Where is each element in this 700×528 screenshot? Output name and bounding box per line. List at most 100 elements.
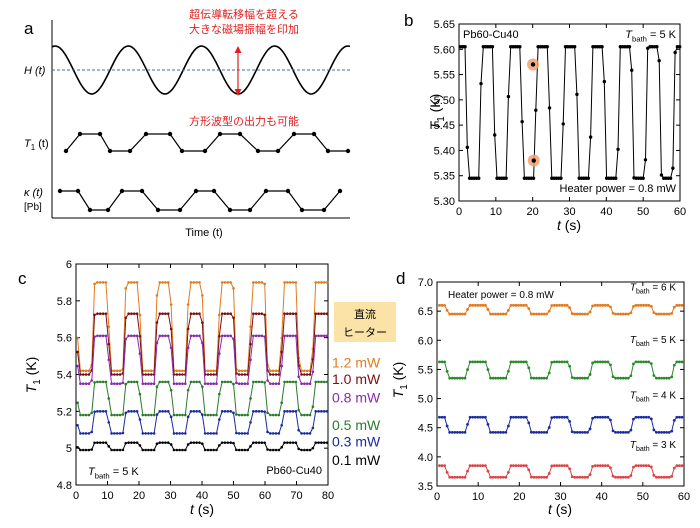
panel-d-series-2-point [489,431,492,434]
panel-c-series-0-point [198,281,201,284]
panel-c-series-4-point [93,410,96,413]
panel-d-series-3-point [675,464,678,467]
panel-c-series-4-point [317,410,320,413]
panel-a-kappa-point [264,189,268,193]
panel-c-series-4-point [235,432,238,435]
panel-c-series-2-point [195,335,198,338]
panel-b-series-point [562,122,565,125]
panel-d-series-1-point [581,377,584,380]
panel-c-series-2-point [107,358,110,361]
panel-d-series-label: Tbath = 5 K [630,335,676,348]
panel-c-series-2-point [252,335,255,338]
panel-d-series-2-point [563,416,566,419]
panel-c-series-5-point [127,441,130,444]
panel-d-series-1-point [617,377,620,380]
panel-d-series-3-point [612,475,615,478]
panel-d-series-0-point [563,304,566,307]
panel-c-series-0-point [127,281,130,284]
panel-c-series-4-point [130,410,133,413]
panel-d-series-0-point [635,304,638,307]
panel-c-series-1-point [102,312,105,315]
panel-c-series-1-point [113,373,116,376]
panel-d-series-3-point [650,465,653,468]
panel-c-series-4-point [147,432,150,435]
panel-d-series-2-point [555,416,558,419]
panel-c-series-5-point [232,442,235,445]
panel-c-series-5-point [96,441,99,444]
panel-c-series-4-point [232,412,235,415]
panel-d-series-2-point [553,416,556,419]
panel-c-series-1-point [107,343,110,346]
panel-a-T1-point [98,132,102,136]
panel-d-series-3-point [448,476,451,479]
panel-c-series-3-point [178,414,181,417]
panel-d-series-3-point [586,476,589,479]
panel-a-T1-point [108,149,112,153]
panel-d-series-1-point [548,372,551,375]
panel-d-series-2-point [601,416,604,419]
panel-d-series-1-point [484,360,487,363]
panel-c-xtick-label: 80 [322,490,334,502]
panel-d-series-1-point [550,361,553,364]
panel-c-series-3-point [210,414,213,417]
panel-c-series-1-point [263,313,266,316]
panel-c-series-0-point [212,370,215,373]
panel-d-series-0-point [658,313,661,316]
panel-c-series-4-point [141,432,144,435]
panel-c-ytick-label: 5.2 [57,406,72,418]
panel-d-series-1-point [487,368,490,371]
panel-b-heater-note: Heater power = 0.8 mW [560,183,677,195]
panel-d-series-2-point [673,419,676,422]
panel-c-series-3-point [119,414,122,417]
panel-c-series-2-point [190,335,193,338]
panel-c-series-3-point [255,381,258,384]
panel-a-T1-point [168,132,172,136]
panel-c-series-4-point [176,432,179,435]
panel-d-series-2-point [678,416,681,419]
panel-c-series-0-point [161,281,164,284]
panel-d-series-3-point [617,476,620,479]
panel-d-series-1-point [533,377,536,380]
panel-c-ytick-label: 5.4 [57,370,72,382]
panel-c-series-5-point [150,449,153,452]
panel-d-series-0-point [553,304,556,307]
panel-d-ytick-label: 4.5 [418,423,433,435]
panel-d-xtick-label: 40 [596,491,608,503]
panel-d-series-2-point [660,431,663,434]
panel-a-letter: a [24,19,34,38]
panel-c-series-2-point [297,375,300,378]
panel-c-series-1-point [241,373,244,376]
panel-d-series-1-point [566,360,569,363]
panel-d-series-3-point [461,476,464,479]
panel-c-series-1-point [116,373,119,376]
panel-c-series-5-point [292,441,295,444]
panel-c-series-3-point [102,381,105,384]
panel-d-series-2-point [617,431,620,434]
panel-c-series-1-point [255,312,258,315]
panel-d-series-0-point [609,306,612,309]
panel-c-series-2-point [218,352,221,355]
panel-d-series-3-point [471,464,474,467]
panel-c-series-3-point [90,411,93,414]
panel-c-series-0-point [232,287,235,290]
panel-c-series-1-point [147,373,150,376]
panel-c-series-0-point [286,281,289,284]
panel-c-series-1-point [272,373,275,376]
panel-c-series-4-point [244,432,247,435]
panel-d-series-2-point [476,416,479,419]
panel-c-series-1-point [133,312,136,315]
panel-c-series-5-point [133,441,136,444]
panel-d-series-1-point [599,360,602,363]
panel-b-series-point [534,109,537,112]
panel-c-series-4-point [221,410,224,413]
panel-d-series-2-point [548,426,551,429]
panel-d-series-2-point [650,418,653,421]
panel-a-kappa-point [88,208,92,212]
panel-c-series-3-point [181,414,184,417]
panel-c-series-3-point [150,414,153,417]
panel-c-series-0-point [181,370,184,373]
panel-d-series-3-point [591,465,594,468]
panel-d-series-1-point [660,377,663,380]
panel-d-series-2-line [440,417,682,432]
